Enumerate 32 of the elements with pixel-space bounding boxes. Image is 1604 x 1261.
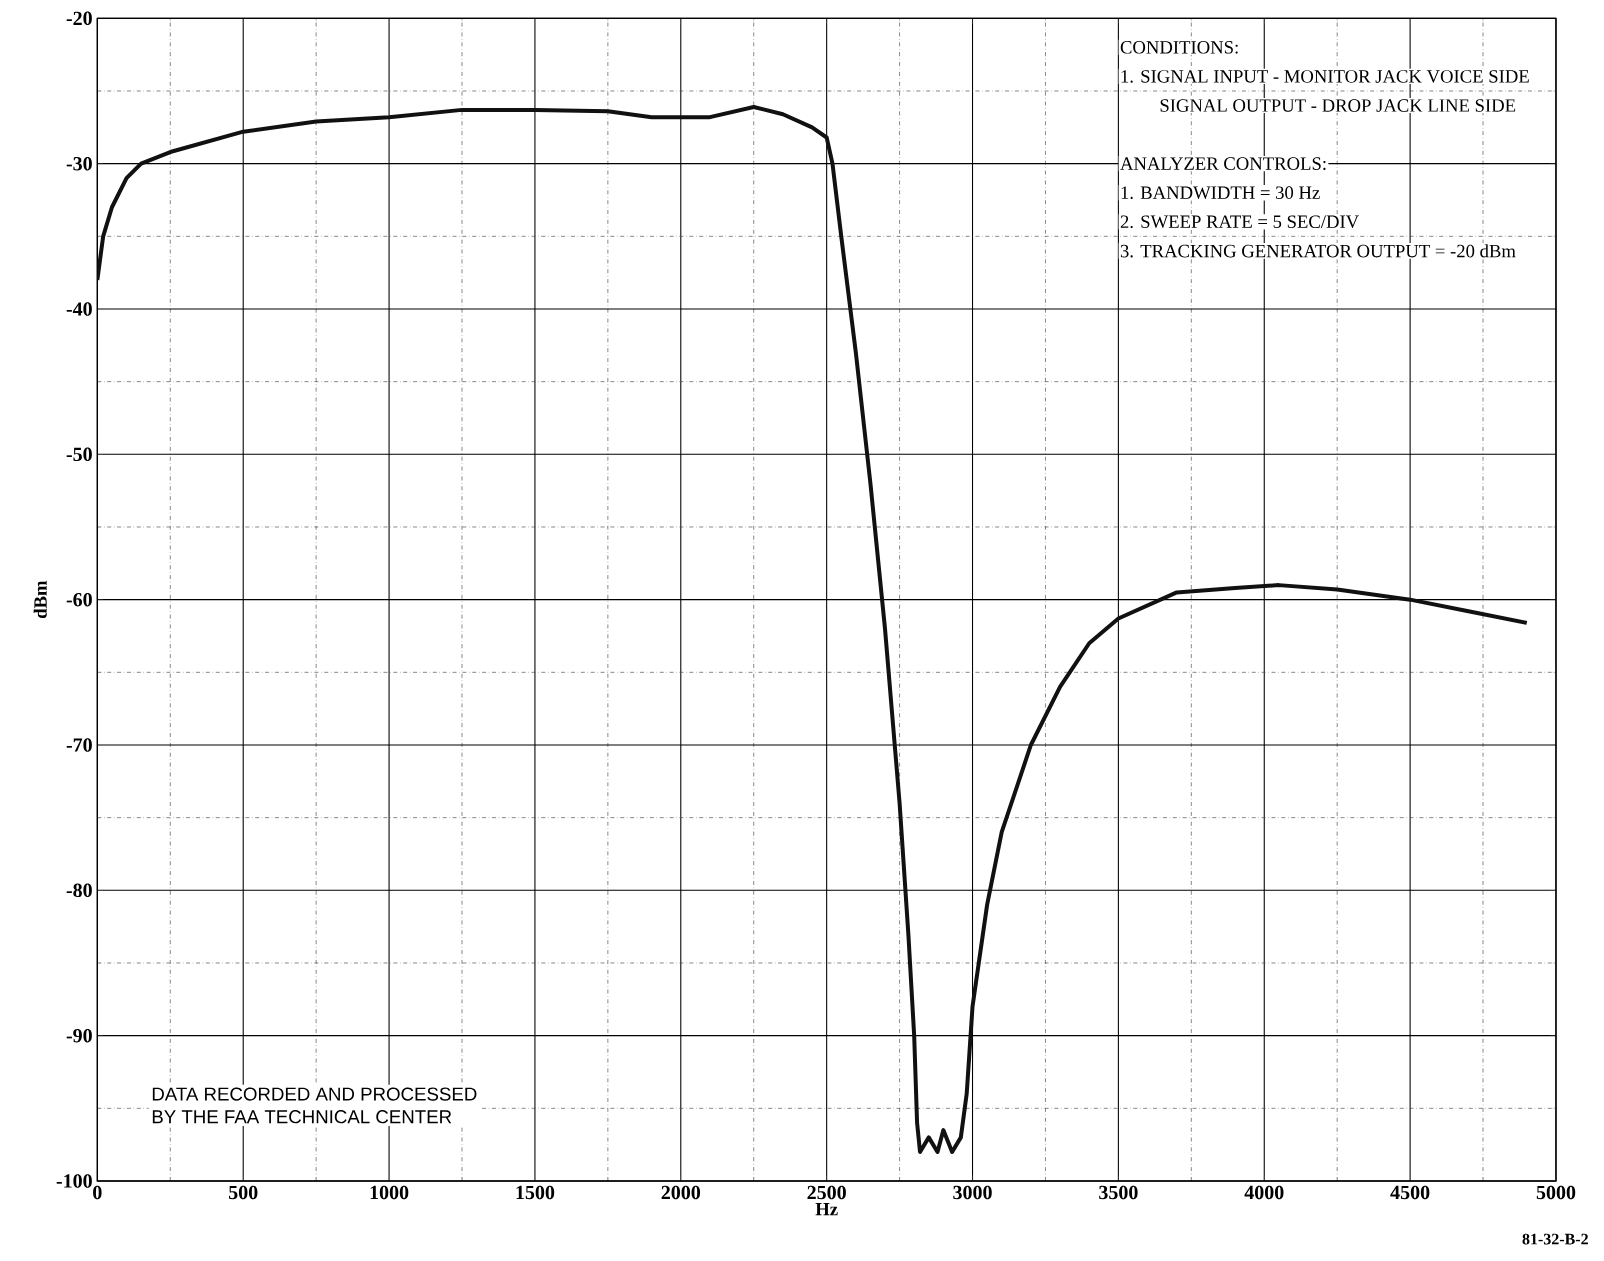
annotation: 3. TRACKING GENERATOR OUTPUT = -20 dBm bbox=[1120, 244, 1516, 258]
x-tick-label: 1000 bbox=[370, 1185, 409, 1200]
annotation: SIGNAL OUTPUT - DROP JACK LINE SIDE bbox=[1160, 99, 1516, 112]
y-tick-label: -50 bbox=[66, 447, 92, 462]
x-tick-label: 1500 bbox=[516, 1185, 555, 1200]
x-tick-label: 2000 bbox=[661, 1185, 701, 1200]
y-tick-label: -40 bbox=[66, 302, 92, 316]
annotation: BY THE FAA TECHNICAL CENTER bbox=[152, 1110, 452, 1124]
x-tick-label: 0 bbox=[93, 1185, 102, 1200]
x-tick-label: 500 bbox=[229, 1185, 258, 1200]
annotation: 1. SIGNAL INPUT - MONITOR JACK VOICE SIDE bbox=[1121, 70, 1529, 83]
y-tick-label: -80 bbox=[66, 883, 92, 898]
y-tick-label: -90 bbox=[66, 1028, 92, 1043]
x-tick-label: 2500 bbox=[807, 1185, 846, 1200]
y-axis-title: dBm bbox=[33, 580, 47, 619]
x-tick-label: 5000 bbox=[1536, 1185, 1576, 1200]
x-tick-label: 3500 bbox=[1099, 1185, 1138, 1200]
x-tick-label: 4500 bbox=[1390, 1185, 1430, 1200]
y-tick-label: -100 bbox=[56, 1174, 92, 1188]
annotation: CONDITIONS: bbox=[1120, 41, 1238, 54]
y-tick-label: -20 bbox=[66, 11, 92, 26]
annotation: 2. SWEEP RATE = 5 SEC/DIV bbox=[1120, 215, 1359, 229]
annotation: ANALYZER CONTROLS: bbox=[1120, 157, 1326, 170]
text: 81-32-B-2 bbox=[1522, 1233, 1588, 1245]
annotation: 1. BANDWIDTH = 30 Hz bbox=[1121, 186, 1320, 200]
x-tick-label: 3000 bbox=[953, 1185, 992, 1200]
y-tick-label: -60 bbox=[66, 592, 92, 607]
annotation: DATA RECORDED AND PROCESSED bbox=[152, 1087, 477, 1101]
y-tick-label: -70 bbox=[66, 738, 92, 752]
x-tick-label: 4000 bbox=[1244, 1185, 1284, 1200]
x-axis-title: Hz bbox=[815, 1203, 838, 1216]
y-tick-label: -30 bbox=[66, 156, 92, 171]
